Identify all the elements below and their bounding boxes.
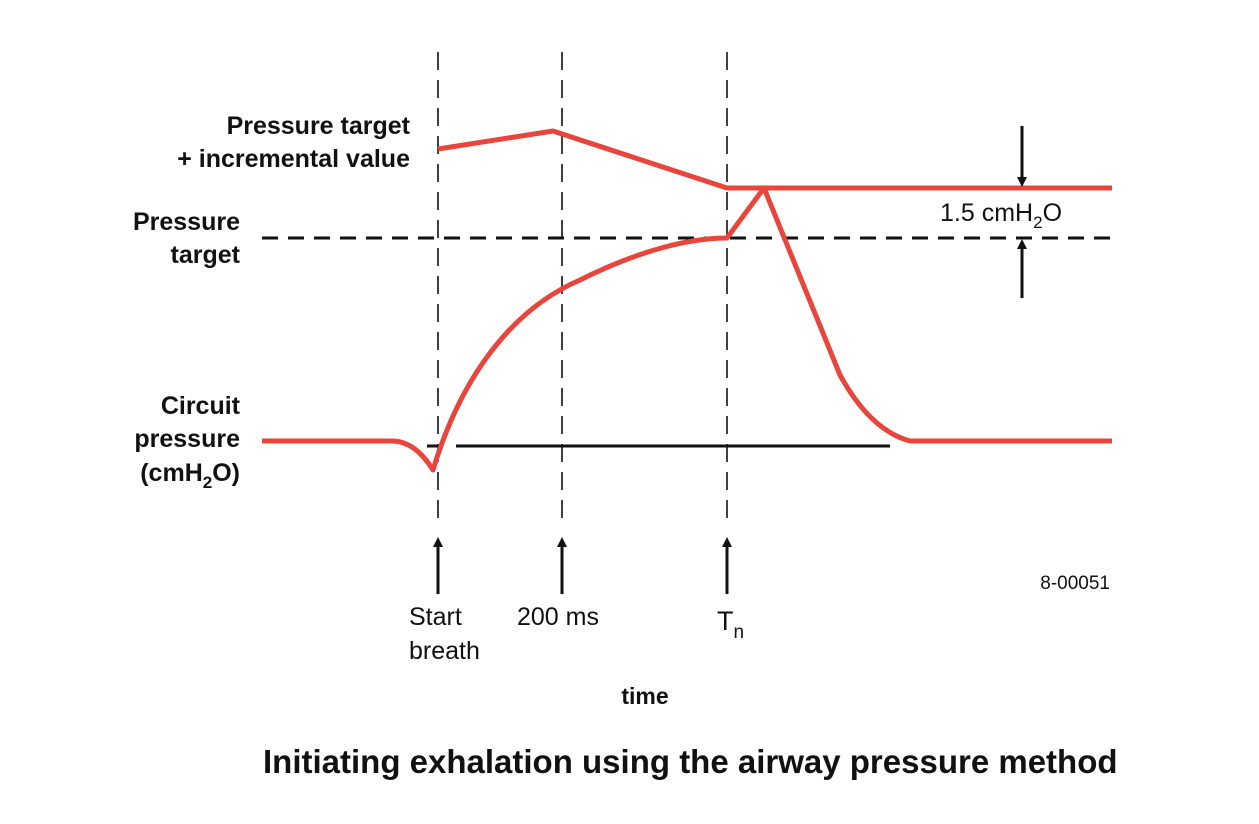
label-start-breath-2: breath	[409, 637, 480, 665]
label-circuit-pressure-1: Circuit	[161, 392, 241, 420]
x-axis-label: time	[621, 683, 668, 709]
label-tn: Tn	[717, 606, 744, 643]
offset-subscript: 2	[1033, 213, 1042, 232]
label-start-breath-1: Start	[409, 603, 462, 631]
tn-subscript: n	[734, 622, 745, 643]
label-pressure-target-incremental-2: + incremental value	[177, 145, 410, 173]
unit-suffix: O)	[212, 459, 240, 487]
unit-subscript: 2	[203, 473, 212, 492]
offset-prefix: 1.5 cmH	[940, 199, 1033, 227]
pressure-target-incremental-curve	[437, 128, 1112, 191]
label-200ms: 200 ms	[517, 603, 599, 631]
label-offset-value: 1.5 cmH2O	[940, 199, 1062, 232]
unit-prefix: (cmH	[140, 459, 203, 487]
label-circuit-pressure-2: pressure	[134, 425, 240, 453]
figure-caption: Initiating exhalation using the airway p…	[263, 743, 1118, 780]
label-pressure-target-incremental-1: Pressure target	[227, 112, 411, 140]
figure-id: 8-00051	[1040, 573, 1110, 594]
label-pressure-target-1: Pressure	[133, 208, 240, 236]
circuit-pressure-curve	[262, 185, 1112, 473]
offset-suffix: O	[1043, 199, 1062, 227]
tn-main: T	[717, 606, 734, 636]
label-pressure-target-2: target	[171, 241, 241, 269]
label-circuit-pressure-unit: (cmH2O)	[140, 459, 240, 492]
